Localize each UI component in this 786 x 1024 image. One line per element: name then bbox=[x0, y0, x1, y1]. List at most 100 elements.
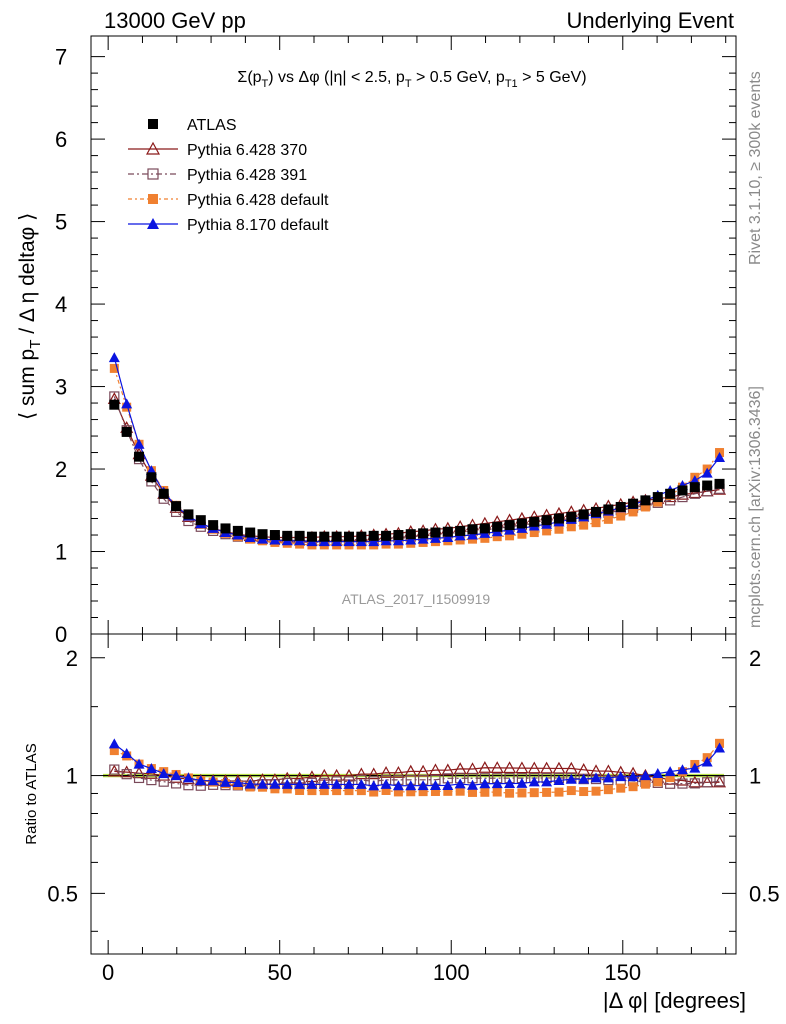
data-point bbox=[554, 524, 564, 534]
ratio-point bbox=[121, 769, 132, 780]
ratio-point bbox=[602, 772, 614, 783]
ratio-point bbox=[603, 785, 613, 795]
x-tick-label: 0 bbox=[102, 960, 114, 985]
data-point bbox=[368, 530, 379, 541]
data-point bbox=[628, 507, 638, 517]
data-point bbox=[393, 530, 404, 541]
ratio-point bbox=[417, 780, 429, 791]
ratio-point bbox=[478, 761, 492, 773]
data-point bbox=[542, 526, 552, 536]
y-tick-label: 0 bbox=[55, 622, 67, 647]
legend-item: Pythia 6.428 370 bbox=[128, 141, 307, 159]
data-point bbox=[319, 531, 330, 542]
ratio-point bbox=[428, 763, 442, 776]
data-point bbox=[652, 492, 663, 503]
ratio-point bbox=[367, 767, 381, 780]
legend-marker bbox=[148, 194, 158, 204]
ratio-point bbox=[455, 786, 465, 796]
ratio-point bbox=[540, 761, 554, 774]
ratio-y-axis-label: Ratio to ATLAS bbox=[23, 743, 40, 844]
legend-item: Pythia 6.428 391 bbox=[128, 167, 307, 184]
ratio-point bbox=[121, 747, 133, 758]
y-tick-label: 6 bbox=[55, 127, 67, 152]
ratio-point bbox=[170, 770, 182, 781]
ylabel-part-a: ⟨ sum p bbox=[16, 349, 39, 420]
data-point bbox=[541, 515, 552, 526]
rivet-label: Rivet 3.1.10, ≥ 300k events bbox=[747, 71, 764, 265]
data-point bbox=[640, 495, 651, 506]
ratio-point bbox=[232, 777, 244, 788]
ratio-point bbox=[332, 786, 342, 796]
data-point bbox=[603, 514, 613, 524]
legend-marker bbox=[147, 168, 159, 180]
data-point bbox=[405, 529, 416, 540]
ratio-point bbox=[516, 777, 528, 788]
legend: ATLAS Pythia 6.428 370 Pythia 6.428 391 Pyt… bbox=[128, 117, 329, 234]
ratio-point bbox=[282, 784, 292, 794]
ratio-point bbox=[689, 762, 701, 773]
ratio-point bbox=[467, 779, 479, 790]
main-y-axis: 0 1 2 3 4 5 6 7 bbox=[55, 45, 736, 647]
ratio-point bbox=[590, 772, 602, 783]
data-point bbox=[257, 529, 268, 540]
title-sub-b: T bbox=[405, 78, 412, 90]
ratio-point bbox=[714, 776, 725, 787]
ratio-point bbox=[640, 779, 650, 789]
ratio-point bbox=[676, 764, 688, 775]
ratio-point bbox=[517, 788, 527, 798]
ratio-point bbox=[109, 746, 119, 756]
ratio-point bbox=[379, 765, 393, 778]
ratio-y-tick-label: 2 bbox=[66, 646, 78, 671]
data-point bbox=[566, 511, 577, 522]
ylabel-sub: T bbox=[27, 340, 44, 349]
ratio-point bbox=[504, 777, 516, 788]
data-point bbox=[331, 531, 342, 542]
data-point bbox=[714, 451, 726, 462]
ratio-point bbox=[529, 788, 539, 798]
ratio-point bbox=[307, 786, 317, 796]
data-point bbox=[579, 520, 589, 530]
data-point bbox=[603, 504, 614, 515]
data-point bbox=[245, 527, 256, 538]
data-point bbox=[429, 532, 441, 543]
y-tick-label: 4 bbox=[55, 292, 67, 317]
ratio-y-tick-label-right: 1 bbox=[749, 764, 761, 789]
data-point bbox=[566, 522, 576, 532]
data-point bbox=[640, 502, 650, 512]
ratio-point bbox=[207, 775, 219, 786]
data-point bbox=[146, 472, 157, 483]
ratio-point bbox=[295, 785, 305, 795]
data-point bbox=[529, 528, 539, 538]
ratio-plot-frame bbox=[90, 633, 737, 955]
ratio-point bbox=[689, 778, 700, 789]
ratio-point bbox=[319, 786, 329, 796]
ratio-point bbox=[653, 777, 663, 787]
ratio-point bbox=[566, 786, 576, 796]
data-point bbox=[591, 518, 601, 528]
data-point bbox=[109, 363, 119, 373]
data-point bbox=[516, 518, 527, 529]
ratio-point bbox=[714, 742, 726, 753]
ratio-point bbox=[144, 767, 158, 779]
data-point bbox=[356, 531, 367, 542]
ratio-point bbox=[356, 786, 366, 796]
data-point bbox=[702, 480, 713, 491]
ratio-point bbox=[343, 778, 355, 789]
ratio-point bbox=[468, 787, 478, 797]
ratio-point bbox=[491, 778, 503, 789]
data-point bbox=[455, 525, 466, 536]
ratio-point bbox=[306, 778, 318, 789]
ratio-point bbox=[269, 778, 281, 789]
main-plot-title: Σ(pT) vs Δφ (|η| < 2.5, pT > 0.5 GeV, pT… bbox=[237, 69, 586, 90]
data-point bbox=[442, 526, 453, 537]
title-sub-a: T bbox=[262, 78, 269, 90]
data-point bbox=[134, 451, 145, 462]
data-point bbox=[121, 426, 132, 437]
ratio-point bbox=[158, 768, 170, 779]
header-left: 13000 GeV pp bbox=[104, 8, 246, 33]
title-part-d: > 5 GeV) bbox=[518, 69, 587, 86]
data-point bbox=[578, 509, 589, 520]
data-point bbox=[553, 513, 564, 524]
x-tick-label: 50 bbox=[267, 960, 291, 985]
data-point bbox=[665, 488, 676, 499]
